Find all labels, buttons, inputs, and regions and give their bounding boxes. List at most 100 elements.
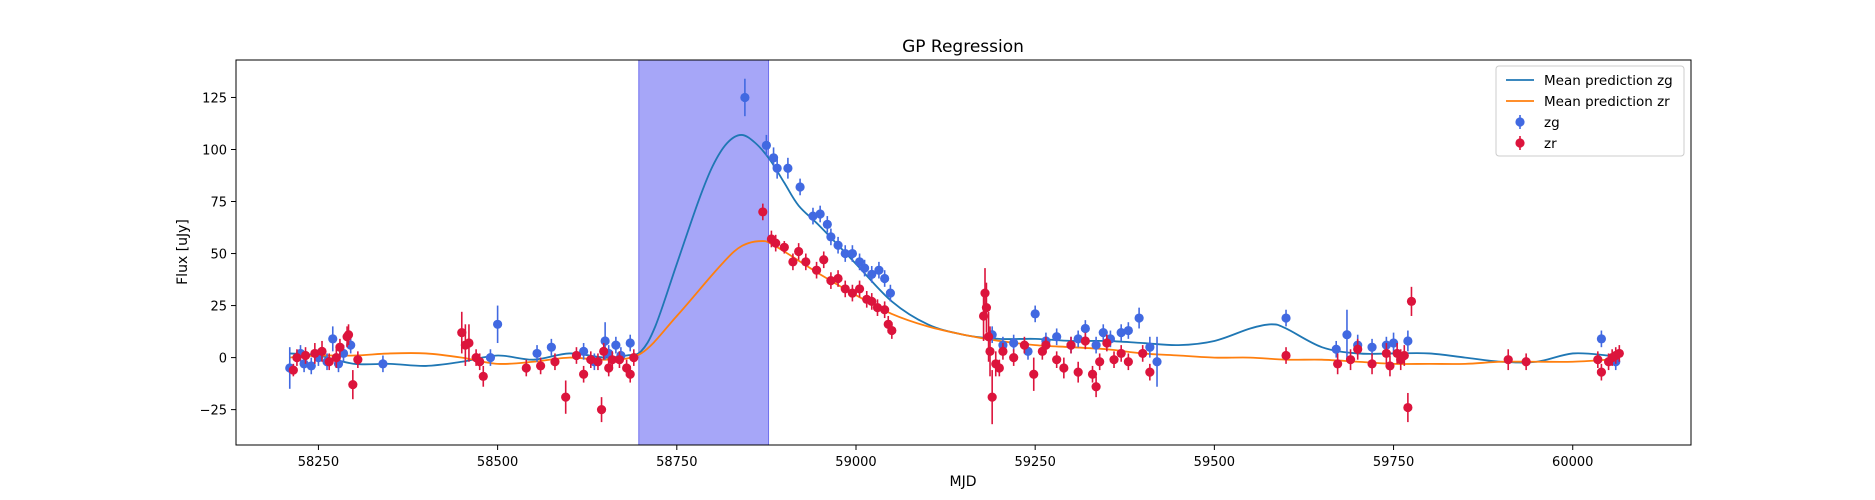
data-point-zr: [1095, 357, 1105, 367]
data-point-zr: [1399, 350, 1409, 361]
data-point-zr: [1087, 369, 1098, 379]
data-point-zr: [335, 342, 345, 352]
data-point-zr: [604, 363, 614, 373]
legend: Mean prediction zg Mean prediction zr zg zr: [1495, 65, 1685, 157]
data-point-zr: [1052, 355, 1062, 365]
data-point-zg: [493, 319, 503, 329]
data-point-zg: [867, 269, 877, 279]
data-point-zg: [761, 140, 771, 150]
data-point-zr: [1281, 350, 1291, 361]
y-tick-label: 75: [210, 196, 227, 211]
data-point-zr: [854, 284, 865, 294]
data-point-zg: [880, 273, 890, 284]
data-point-zr: [1116, 348, 1126, 359]
data-point-zg: [808, 211, 818, 221]
x-tick-label: 59750: [1373, 455, 1414, 470]
data-point-zr: [833, 273, 843, 284]
data-point-zr: [1041, 340, 1051, 350]
x-tick-label: 58250: [298, 455, 339, 470]
x-tick-label: 59500: [1194, 455, 1235, 470]
data-point-zg: [1596, 334, 1607, 344]
data-point-zr: [1019, 340, 1030, 350]
data-point-zr: [1029, 369, 1039, 379]
data-point-zg: [874, 265, 884, 275]
data-point-zg: [1073, 334, 1083, 344]
data-point-zg: [1367, 342, 1377, 352]
data-point-zg: [378, 359, 388, 369]
data-point-zr: [985, 346, 995, 356]
data-point-zr: [1123, 357, 1133, 367]
shaded-region: [638, 59, 770, 446]
data-point-zg: [768, 153, 779, 163]
y-tick-label: 0: [219, 352, 227, 367]
x-tick-label: 60000: [1552, 455, 1593, 470]
data-point-zr: [826, 275, 836, 286]
data-point-zg: [485, 352, 496, 363]
data-point-zr: [1145, 367, 1155, 377]
data-point-zg: [1123, 325, 1133, 336]
data-point-zr: [586, 355, 596, 365]
data-point-zg: [1116, 328, 1126, 338]
data-point-zr: [1073, 367, 1083, 377]
data-point-zg: [1134, 313, 1144, 323]
data-point-zg: [306, 361, 316, 371]
data-point-zr: [475, 357, 485, 367]
data-point-zr: [1406, 296, 1417, 307]
data-point-zg: [1145, 342, 1155, 352]
data-point-zr: [1596, 367, 1607, 377]
data-point-zr: [300, 350, 311, 361]
legend-label: Mean prediction zg: [1544, 73, 1673, 89]
data-point-zr: [1403, 402, 1413, 413]
data-point-zr: [847, 288, 858, 298]
legend-label: zr: [1544, 136, 1557, 152]
data-point-zr: [343, 330, 354, 340]
data-point-zr: [353, 355, 363, 365]
data-point-zr: [1345, 355, 1356, 365]
data-point-zr: [596, 405, 607, 415]
data-point-zg: [1009, 338, 1019, 348]
data-point-zg: [611, 340, 621, 350]
data-point-zr: [1381, 348, 1391, 359]
data-point-zr: [324, 357, 334, 367]
data-point-zr: [1102, 338, 1112, 348]
data-point-zg: [822, 219, 832, 230]
data-point-zg: [546, 342, 556, 352]
data-point-zr: [779, 242, 789, 252]
data-point-zg: [833, 240, 843, 250]
data-point-zg: [740, 92, 750, 103]
data-point-zg: [772, 163, 782, 173]
data-point-zr: [464, 338, 474, 348]
data-point-zg: [600, 336, 610, 346]
plot-area: [285, 59, 1624, 446]
plot-frame: [235, 59, 1692, 446]
data-point-zr: [981, 303, 992, 313]
data-point-zr: [998, 346, 1008, 356]
data-point-zr: [310, 348, 320, 359]
data-point-zr: [629, 352, 639, 363]
data-point-zr: [571, 350, 582, 361]
data-point-zr: [317, 346, 327, 356]
data-point-zr: [1059, 363, 1069, 373]
legend-marker-swatch: [1515, 138, 1525, 148]
data-point-zg: [1281, 313, 1291, 323]
data-point-zg: [1030, 309, 1040, 319]
data-point-zr: [1503, 355, 1513, 365]
data-point-zr: [331, 352, 341, 363]
y-tick-label: 50: [210, 248, 227, 263]
data-point-zr: [1353, 344, 1363, 354]
data-point-zr: [1109, 355, 1119, 365]
data-point-zr: [1521, 357, 1531, 367]
legend-marker-swatch: [1515, 117, 1525, 127]
data-point-zg: [1152, 357, 1162, 367]
data-point-zr: [1009, 352, 1019, 363]
data-point-zg: [625, 338, 635, 348]
y-axis-label: Flux [uJy]: [175, 219, 191, 285]
data-point-zr: [980, 288, 990, 298]
data-point-zr: [994, 363, 1004, 373]
y-tick-label: 125: [202, 91, 227, 106]
data-point-zg: [1098, 328, 1108, 338]
data-point-zr: [983, 332, 994, 342]
data-point-zr: [1593, 355, 1603, 365]
legend-label: zg: [1544, 115, 1560, 131]
